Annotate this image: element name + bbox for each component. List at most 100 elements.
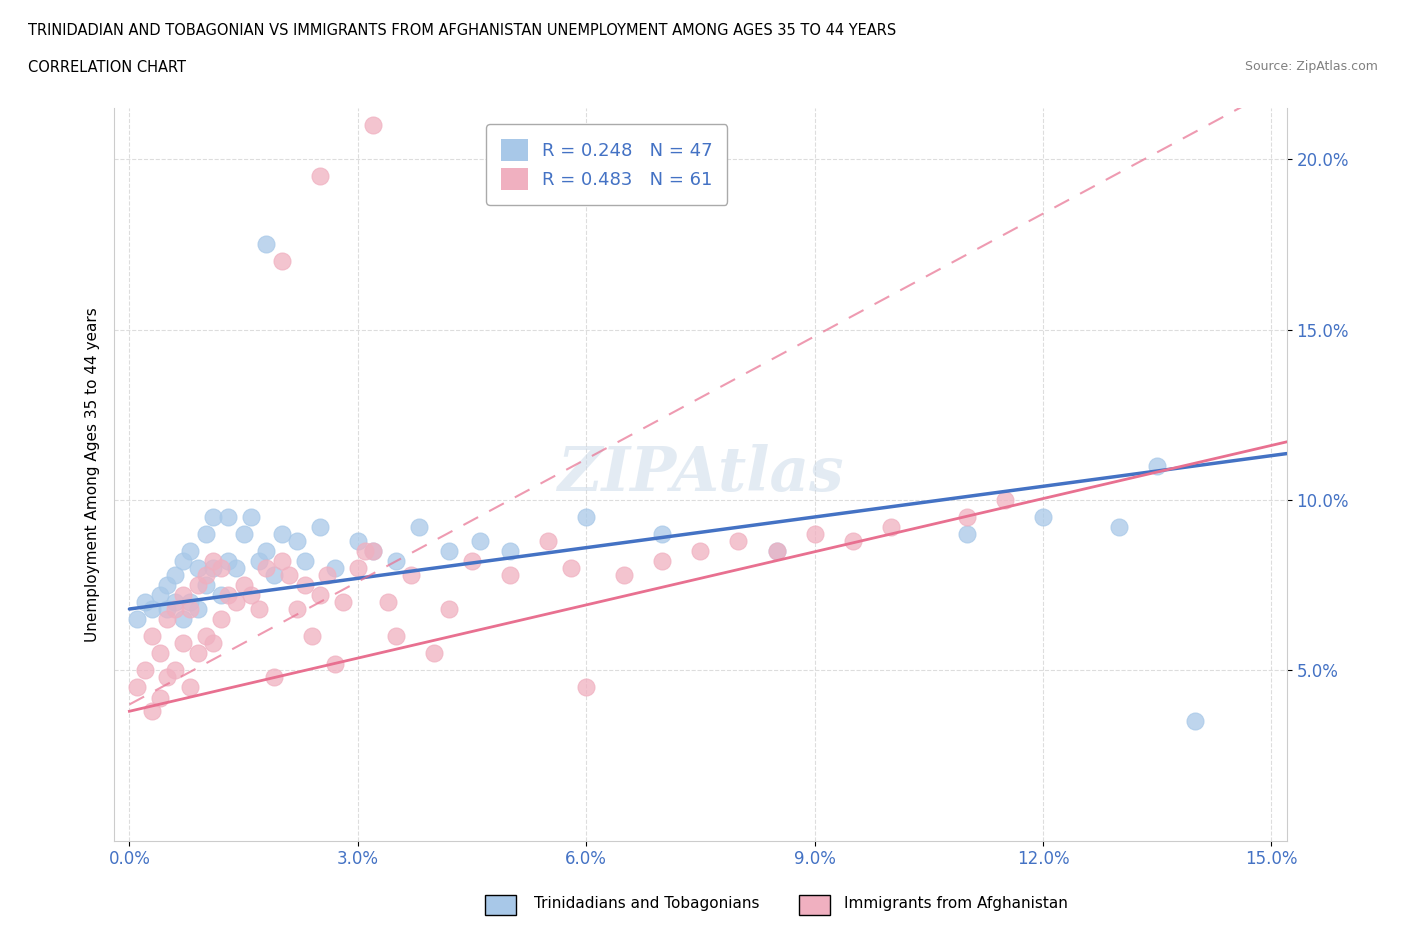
- Point: [499, 544, 522, 559]
- Point: [956, 526, 979, 541]
- Text: Immigrants from Afghanistan: Immigrants from Afghanistan: [844, 897, 1067, 911]
- Point: [361, 544, 384, 559]
- Point: [727, 534, 749, 549]
- Point: [308, 168, 330, 183]
- Point: [141, 629, 163, 644]
- Point: [202, 636, 225, 651]
- Point: [1108, 520, 1130, 535]
- Point: [141, 602, 163, 617]
- Point: [209, 561, 232, 576]
- Point: [803, 526, 825, 541]
- Point: [179, 602, 201, 617]
- Point: [256, 561, 278, 576]
- Text: TRINIDADIAN AND TOBAGONIAN VS IMMIGRANTS FROM AFGHANISTAN UNEMPLOYMENT AMONG AGE: TRINIDADIAN AND TOBAGONIAN VS IMMIGRANTS…: [28, 23, 897, 38]
- Point: [377, 595, 399, 610]
- Point: [187, 645, 209, 660]
- Point: [689, 544, 711, 559]
- Point: [165, 595, 187, 610]
- Point: [134, 595, 156, 610]
- Point: [202, 561, 225, 576]
- Point: [141, 704, 163, 719]
- Point: [651, 526, 673, 541]
- Point: [225, 595, 247, 610]
- Point: [149, 690, 172, 705]
- Legend: R = 0.248   N = 47, R = 0.483   N = 61: R = 0.248 N = 47, R = 0.483 N = 61: [486, 125, 727, 205]
- Point: [125, 680, 148, 695]
- Point: [194, 526, 217, 541]
- Point: [217, 588, 239, 603]
- Point: [263, 567, 285, 582]
- Point: [323, 656, 346, 671]
- Point: [294, 578, 316, 592]
- Point: [468, 534, 491, 549]
- Point: [560, 561, 582, 576]
- Point: [575, 680, 598, 695]
- Point: [263, 670, 285, 684]
- Point: [217, 554, 239, 569]
- Point: [956, 510, 979, 525]
- Point: [385, 629, 408, 644]
- Point: [346, 561, 368, 576]
- Point: [613, 567, 636, 582]
- Point: [1032, 510, 1054, 525]
- Point: [316, 567, 339, 582]
- Point: [285, 602, 308, 617]
- Point: [240, 510, 263, 525]
- Point: [278, 567, 301, 582]
- Point: [187, 602, 209, 617]
- Y-axis label: Unemployment Among Ages 35 to 44 years: Unemployment Among Ages 35 to 44 years: [86, 307, 100, 642]
- Point: [270, 554, 292, 569]
- Point: [399, 567, 422, 582]
- Point: [461, 554, 484, 569]
- Point: [125, 612, 148, 627]
- Text: CORRELATION CHART: CORRELATION CHART: [28, 60, 186, 75]
- Point: [294, 554, 316, 569]
- Point: [354, 544, 377, 559]
- Point: [202, 510, 225, 525]
- Text: Trinidadians and Tobagonians: Trinidadians and Tobagonians: [534, 897, 759, 911]
- Point: [179, 595, 201, 610]
- Point: [323, 561, 346, 576]
- Point: [156, 670, 179, 684]
- Point: [194, 629, 217, 644]
- Point: [247, 554, 270, 569]
- Point: [575, 510, 598, 525]
- Point: [240, 588, 263, 603]
- Point: [361, 117, 384, 132]
- Point: [423, 645, 446, 660]
- Point: [217, 510, 239, 525]
- Point: [285, 534, 308, 549]
- Point: [1146, 458, 1168, 473]
- Point: [225, 561, 247, 576]
- Point: [156, 612, 179, 627]
- Point: [332, 595, 354, 610]
- Point: [270, 254, 292, 269]
- Point: [165, 567, 187, 582]
- Point: [499, 567, 522, 582]
- Point: [1184, 714, 1206, 729]
- Point: [187, 578, 209, 592]
- Point: [361, 544, 384, 559]
- Point: [765, 544, 787, 559]
- Point: [134, 663, 156, 678]
- Point: [172, 554, 194, 569]
- Point: [156, 578, 179, 592]
- Point: [385, 554, 408, 569]
- Point: [651, 554, 673, 569]
- Point: [880, 520, 903, 535]
- Point: [301, 629, 323, 644]
- Point: [209, 612, 232, 627]
- Point: [194, 578, 217, 592]
- Text: ZIPAtlas: ZIPAtlas: [557, 445, 844, 504]
- Point: [308, 588, 330, 603]
- Point: [179, 680, 201, 695]
- Point: [165, 602, 187, 617]
- Point: [165, 663, 187, 678]
- Point: [408, 520, 430, 535]
- Point: [172, 636, 194, 651]
- Point: [232, 526, 254, 541]
- Point: [149, 588, 172, 603]
- Point: [437, 544, 460, 559]
- Point: [256, 237, 278, 252]
- Point: [247, 602, 270, 617]
